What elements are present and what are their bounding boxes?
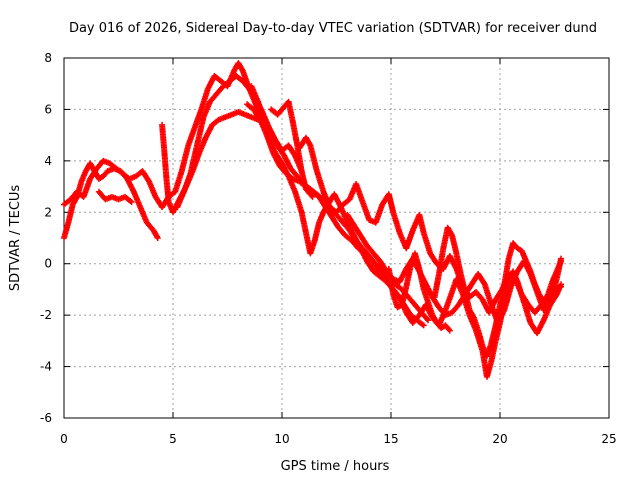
chart-title: Day 016 of 2026, Sidereal Day-to-day VTE… [69,21,597,36]
x-tick-label: 20 [492,432,507,446]
data-point [128,199,135,205]
axis-ticks: 0 5 10 15 20 25 -6 -4 -2 0 2 4 6 8 [40,51,617,446]
y-tick-label: 8 [44,51,52,65]
data-point [558,283,565,290]
plot-frame [63,57,610,419]
x-tick-label: 0 [60,432,68,446]
x-tick-label: 15 [383,432,398,446]
y-tick-label: -2 [40,308,52,322]
track-2 [61,60,565,380]
grid-lines [64,58,609,418]
x-axis-label: GPS time / hours [281,459,390,474]
data-point [425,317,432,324]
y-tick-label: 4 [44,154,52,168]
track-8 [248,83,432,324]
data-point [154,235,161,241]
y-tick-label: 0 [44,257,52,271]
track-3 [95,188,135,205]
x-tick-label: 10 [274,432,289,446]
data-points [61,60,565,380]
track-12 [385,250,453,334]
y-tick-label: 2 [44,205,52,219]
track-5 [174,73,305,211]
x-tick-label: 25 [601,432,616,446]
y-tick-label: -6 [40,411,52,425]
track-11 [431,224,565,360]
y-axis-label: SDTVAR / TECUs [8,185,23,292]
x-tick-label: 5 [169,432,177,446]
data-point [446,327,453,334]
track-4 [159,109,262,216]
y-tick-label: -4 [40,360,52,374]
data-point [420,322,427,329]
y-tick-label: 6 [44,102,52,116]
data-point [309,193,316,200]
data-point [558,258,565,265]
